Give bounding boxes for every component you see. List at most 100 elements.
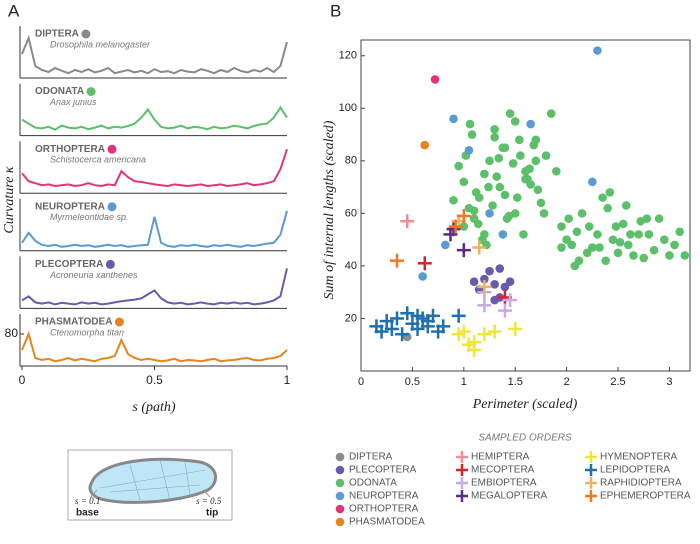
legend-label: HEMIPTERA bbox=[471, 452, 530, 463]
pointer bbox=[202, 489, 211, 498]
legend-item: MEGALOPTERA bbox=[456, 490, 547, 502]
plus-marker bbox=[467, 335, 482, 350]
circle-marker bbox=[546, 109, 556, 118]
plus-marker bbox=[425, 308, 440, 323]
circle-marker bbox=[557, 222, 566, 231]
legend-label: PLECOPTERA bbox=[349, 465, 417, 476]
legend-label: ODONATA bbox=[349, 478, 397, 489]
circle-marker bbox=[488, 201, 497, 210]
circle-marker bbox=[467, 130, 477, 139]
circle-marker bbox=[593, 230, 602, 239]
circle-marker bbox=[480, 274, 489, 284]
circle-marker bbox=[465, 119, 475, 129]
panel-label: A bbox=[8, 1, 20, 20]
y-tick-label: 80 bbox=[345, 155, 357, 167]
order-dot bbox=[81, 29, 91, 39]
legend-label: NEUROPTERA bbox=[349, 491, 419, 502]
circle-marker bbox=[519, 230, 528, 239]
circle-marker bbox=[654, 214, 664, 223]
curvature-line bbox=[21, 34, 288, 75]
circle-marker bbox=[480, 230, 489, 239]
circle-marker bbox=[494, 153, 504, 163]
y-tick-label: 80 bbox=[5, 326, 19, 340]
legend-marker bbox=[456, 464, 468, 476]
y-axis-label: Sum of internal lengths (scaled) bbox=[322, 120, 337, 299]
wing-veins bbox=[99, 459, 206, 501]
plus-marker bbox=[456, 209, 471, 224]
species-label: Myrmeleontidae sp. bbox=[50, 212, 129, 222]
legend-label: ORTHOPTERA bbox=[349, 504, 419, 515]
legend-marker bbox=[585, 464, 597, 476]
x-tick-label: 0 bbox=[358, 376, 364, 388]
x-tick-label: 0.5 bbox=[146, 373, 163, 387]
legend-title: SAMPLED ORDERS bbox=[478, 433, 572, 444]
circle-marker bbox=[572, 227, 582, 237]
inset-label: s = 0.5 bbox=[196, 496, 222, 506]
circle-marker bbox=[601, 256, 610, 265]
circle-marker bbox=[490, 280, 499, 289]
legend-item: EPHEMEROPTERA bbox=[585, 490, 691, 502]
circle-marker bbox=[508, 159, 518, 168]
y-axis-label: Curvature κ bbox=[2, 166, 17, 234]
species-label: Anax junius bbox=[49, 97, 97, 107]
circle-marker bbox=[618, 219, 628, 229]
circle-marker bbox=[512, 193, 522, 202]
circle-marker bbox=[449, 195, 458, 205]
legend-marker bbox=[585, 490, 597, 502]
circle-marker bbox=[603, 203, 613, 213]
plus-marker bbox=[497, 303, 512, 318]
circle-marker bbox=[611, 222, 621, 231]
curvature-line bbox=[21, 330, 288, 363]
circle-marker bbox=[485, 266, 494, 276]
circle-marker bbox=[639, 253, 649, 263]
circle-marker bbox=[469, 206, 479, 216]
plus-marker bbox=[436, 319, 451, 334]
circle-marker bbox=[480, 169, 489, 179]
order-dot bbox=[107, 144, 117, 154]
circle-marker bbox=[536, 198, 546, 208]
plus-marker bbox=[400, 214, 415, 229]
circle-marker bbox=[510, 117, 520, 126]
x-tick-label: 1.5 bbox=[508, 376, 523, 388]
legend-marker bbox=[335, 452, 345, 462]
legend-item: MECOPTERA bbox=[456, 464, 535, 476]
plus-marker bbox=[389, 253, 404, 268]
circle-marker bbox=[570, 261, 580, 271]
circle-marker bbox=[420, 140, 430, 150]
inset-label: s = 0.1 bbox=[75, 496, 100, 506]
legend-label: MEGALOPTERA bbox=[471, 491, 547, 502]
plus-marker bbox=[417, 256, 432, 271]
circle-marker bbox=[598, 193, 607, 202]
circle-marker bbox=[541, 151, 551, 160]
y-tick-label: 20 bbox=[345, 312, 357, 324]
plus-marker bbox=[477, 279, 492, 294]
legend-label: DIPTERA bbox=[349, 452, 393, 463]
circle-marker bbox=[588, 177, 597, 187]
circle-marker bbox=[634, 230, 643, 239]
circle-marker bbox=[504, 211, 514, 221]
circle-marker bbox=[471, 188, 481, 197]
circle-marker bbox=[642, 214, 652, 223]
circle-marker bbox=[624, 240, 633, 250]
legend-marker bbox=[585, 477, 597, 489]
order-label: NEUROPTERA bbox=[35, 201, 105, 212]
circle-marker bbox=[552, 167, 561, 176]
circle-marker bbox=[605, 188, 615, 197]
legend-marker bbox=[335, 465, 345, 475]
curvature-line bbox=[21, 210, 288, 248]
legend-item: NEUROPTERA bbox=[335, 491, 419, 502]
legend-item: LEPIDOPTERA bbox=[585, 464, 670, 476]
circle-marker bbox=[454, 161, 463, 171]
y-tick-label: 60 bbox=[345, 207, 357, 219]
circle-marker bbox=[498, 143, 508, 153]
curvature-line bbox=[21, 268, 288, 306]
x-tick-label: 1 bbox=[461, 376, 467, 388]
order-dot bbox=[107, 202, 117, 212]
circle-marker bbox=[449, 114, 458, 124]
plus-marker bbox=[487, 324, 502, 339]
species-label: Schistocerca americana bbox=[50, 155, 146, 165]
legend-item: DIPTERA bbox=[335, 452, 393, 463]
legend-label: LEPIDOPTERA bbox=[600, 465, 670, 476]
curvature-line bbox=[21, 105, 288, 131]
circle-marker bbox=[531, 156, 541, 166]
